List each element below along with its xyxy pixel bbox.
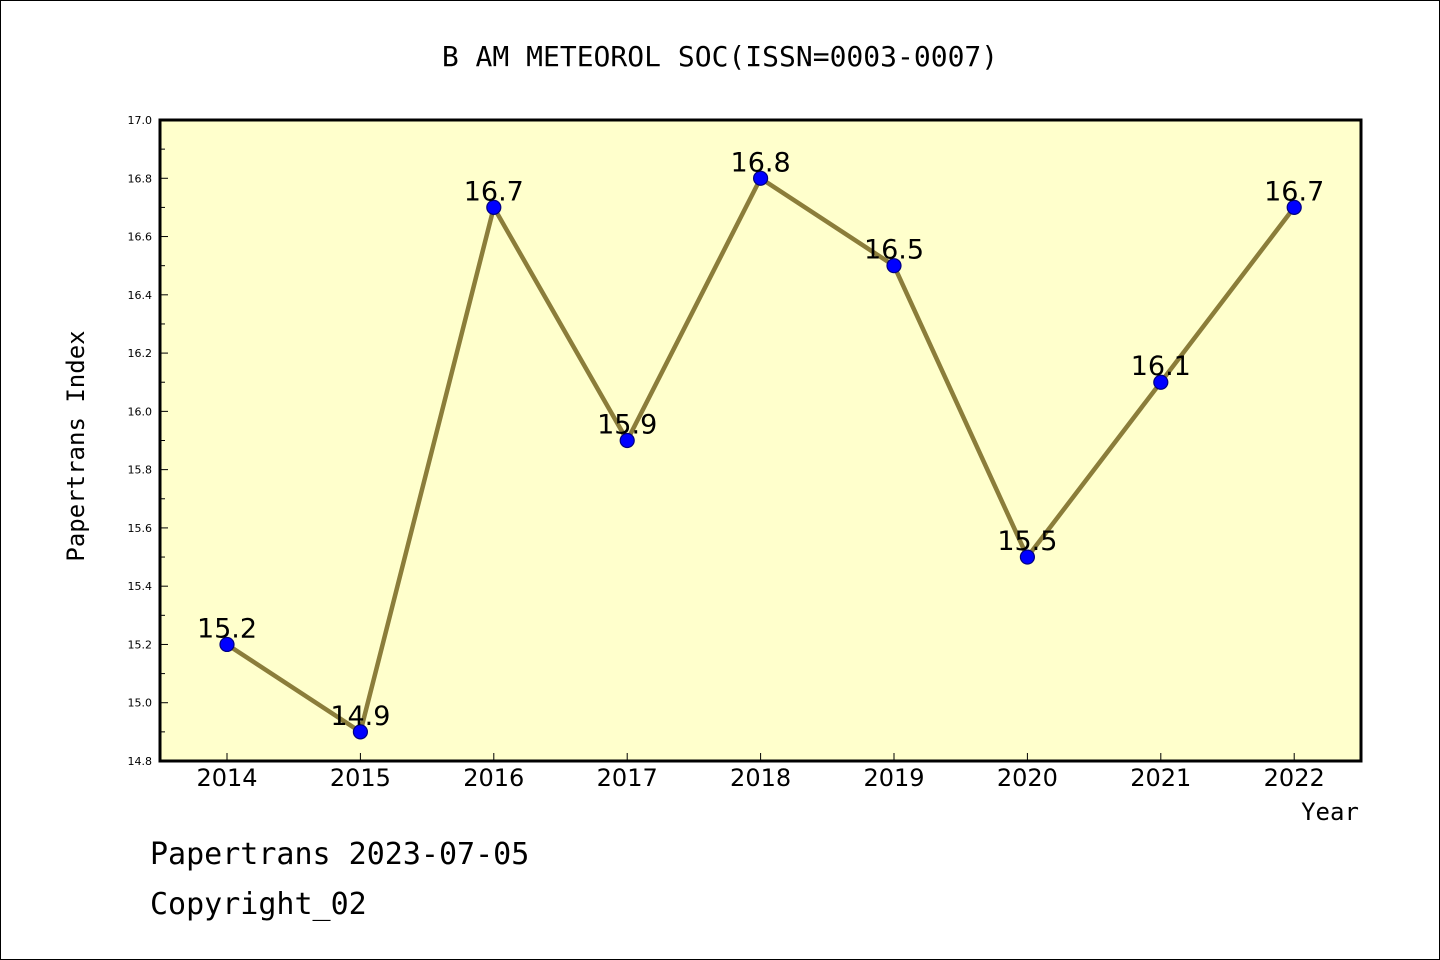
y-tick-label: 15.0 bbox=[128, 697, 153, 710]
data-point bbox=[219, 636, 235, 653]
y-tick-label: 17.0 bbox=[128, 114, 153, 127]
data-label: 16.8 bbox=[731, 147, 791, 178]
y-tick-label: 16.8 bbox=[128, 172, 153, 185]
data-label: 16.7 bbox=[464, 176, 524, 207]
data-point bbox=[886, 258, 902, 274]
x-axis-label: Year bbox=[1301, 798, 1359, 826]
y-tick-label: 15.2 bbox=[128, 638, 153, 651]
data-labels-group: 15.2 14.9 16.7 15.9 16.8 16.5 15.5 16.1 16.7 bbox=[197, 147, 1324, 732]
y-tick-label: 14.8 bbox=[128, 755, 153, 768]
data-point bbox=[1019, 549, 1036, 565]
y-tick-label: 15.4 bbox=[128, 580, 153, 593]
data-label: 16.1 bbox=[1131, 351, 1191, 382]
y-tick-label: 16.2 bbox=[128, 347, 153, 360]
x-tick-label: 2020 bbox=[997, 764, 1058, 792]
y-tick-label: 15.6 bbox=[128, 522, 153, 535]
data-point bbox=[752, 170, 769, 186]
x-tick-label: 2017 bbox=[597, 764, 658, 792]
x-tick-label: 2016 bbox=[463, 764, 524, 792]
data-label: 14.9 bbox=[330, 701, 390, 732]
y-axis-label: Papertrans Index bbox=[62, 330, 90, 561]
data-label: 16.5 bbox=[864, 235, 924, 266]
footer-line-1: Papertrans 2023-07-05 bbox=[150, 837, 529, 872]
plot-border bbox=[158, 118, 1363, 763]
x-tick-label: 2022 bbox=[1264, 764, 1325, 792]
y-tick-label: 16.6 bbox=[128, 231, 153, 244]
plot-area bbox=[160, 120, 1361, 761]
chart-title: B AM METEOROL SOC(ISSN=0003-0007) bbox=[442, 40, 998, 73]
data-point bbox=[1153, 374, 1169, 390]
data-point bbox=[619, 432, 635, 449]
x-tick-label: 2014 bbox=[196, 764, 257, 792]
data-label: 15.9 bbox=[597, 410, 657, 441]
x-axis: 2014 2015 2016 2017 2018 2019 2020 2021 2022 bbox=[196, 753, 1325, 792]
data-label: 15.5 bbox=[997, 526, 1057, 557]
x-tick-label: 2015 bbox=[330, 764, 391, 792]
x-tick-label: 2019 bbox=[863, 764, 924, 792]
y-tick-label: 16.0 bbox=[128, 405, 153, 418]
data-label: 16.7 bbox=[1264, 176, 1324, 207]
y-tick-label: 16.4 bbox=[128, 289, 153, 302]
data-point bbox=[1286, 199, 1302, 216]
y-tick-label: 15.8 bbox=[128, 464, 153, 477]
x-tick-label: 2021 bbox=[1130, 764, 1191, 792]
data-point bbox=[486, 199, 502, 216]
markers-group bbox=[219, 170, 1302, 740]
footer-line-2: Copyright_02 bbox=[150, 887, 367, 922]
data-point bbox=[352, 724, 368, 740]
data-label: 15.2 bbox=[197, 613, 257, 644]
x-tick-label: 2018 bbox=[730, 764, 791, 792]
